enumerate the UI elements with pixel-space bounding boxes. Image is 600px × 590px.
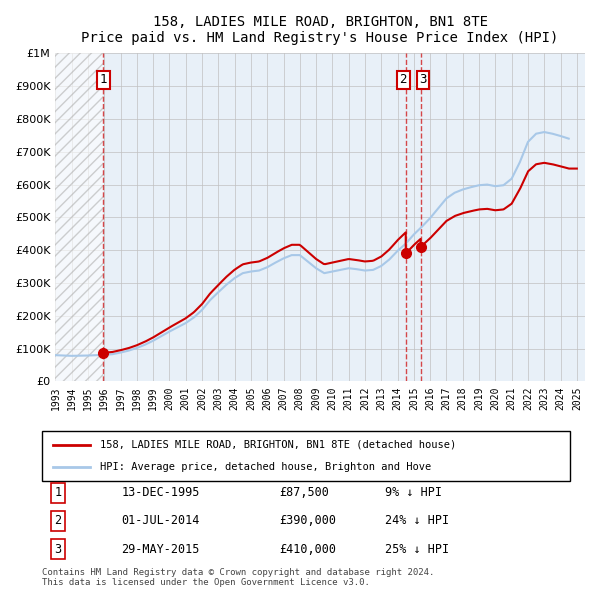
Text: 29-MAY-2015: 29-MAY-2015: [121, 543, 200, 556]
Text: £87,500: £87,500: [280, 486, 329, 499]
Text: 2: 2: [400, 73, 407, 86]
Text: 13-DEC-1995: 13-DEC-1995: [121, 486, 200, 499]
FancyBboxPatch shape: [42, 431, 570, 481]
Text: HPI: Average price, detached house, Brighton and Hove: HPI: Average price, detached house, Brig…: [100, 462, 431, 472]
Text: £390,000: £390,000: [280, 514, 337, 527]
Text: 25% ↓ HPI: 25% ↓ HPI: [385, 543, 449, 556]
Text: 24% ↓ HPI: 24% ↓ HPI: [385, 514, 449, 527]
Text: 01-JUL-2014: 01-JUL-2014: [121, 514, 200, 527]
Text: 3: 3: [54, 543, 61, 556]
Text: 1: 1: [100, 73, 107, 86]
Text: 1: 1: [54, 486, 61, 499]
Text: 2: 2: [54, 514, 61, 527]
Text: 9% ↓ HPI: 9% ↓ HPI: [385, 486, 442, 499]
Text: 3: 3: [419, 73, 427, 86]
Text: 158, LADIES MILE ROAD, BRIGHTON, BN1 8TE (detached house): 158, LADIES MILE ROAD, BRIGHTON, BN1 8TE…: [100, 440, 457, 450]
Title: 158, LADIES MILE ROAD, BRIGHTON, BN1 8TE
Price paid vs. HM Land Registry's House: 158, LADIES MILE ROAD, BRIGHTON, BN1 8TE…: [82, 15, 559, 45]
Text: £410,000: £410,000: [280, 543, 337, 556]
Text: Contains HM Land Registry data © Crown copyright and database right 2024.
This d: Contains HM Land Registry data © Crown c…: [42, 568, 434, 587]
